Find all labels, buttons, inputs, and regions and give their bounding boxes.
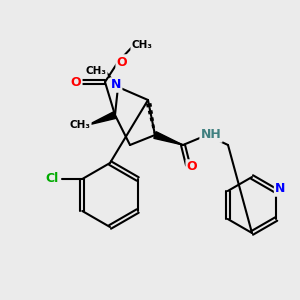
Text: Cl: Cl [46,172,59,185]
Text: CH₃: CH₃ [85,66,106,76]
Text: O: O [187,160,197,173]
Text: O: O [71,76,81,88]
Text: O: O [117,56,127,68]
Polygon shape [154,132,183,145]
Polygon shape [88,112,116,125]
Text: N: N [111,79,121,92]
Text: NH: NH [201,128,221,142]
Text: CH₃: CH₃ [70,120,91,130]
Text: CH₃: CH₃ [131,40,152,50]
Text: N: N [275,182,285,196]
